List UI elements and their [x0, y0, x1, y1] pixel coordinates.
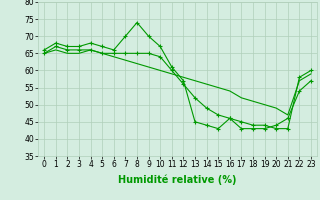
X-axis label: Humidité relative (%): Humidité relative (%)	[118, 175, 237, 185]
